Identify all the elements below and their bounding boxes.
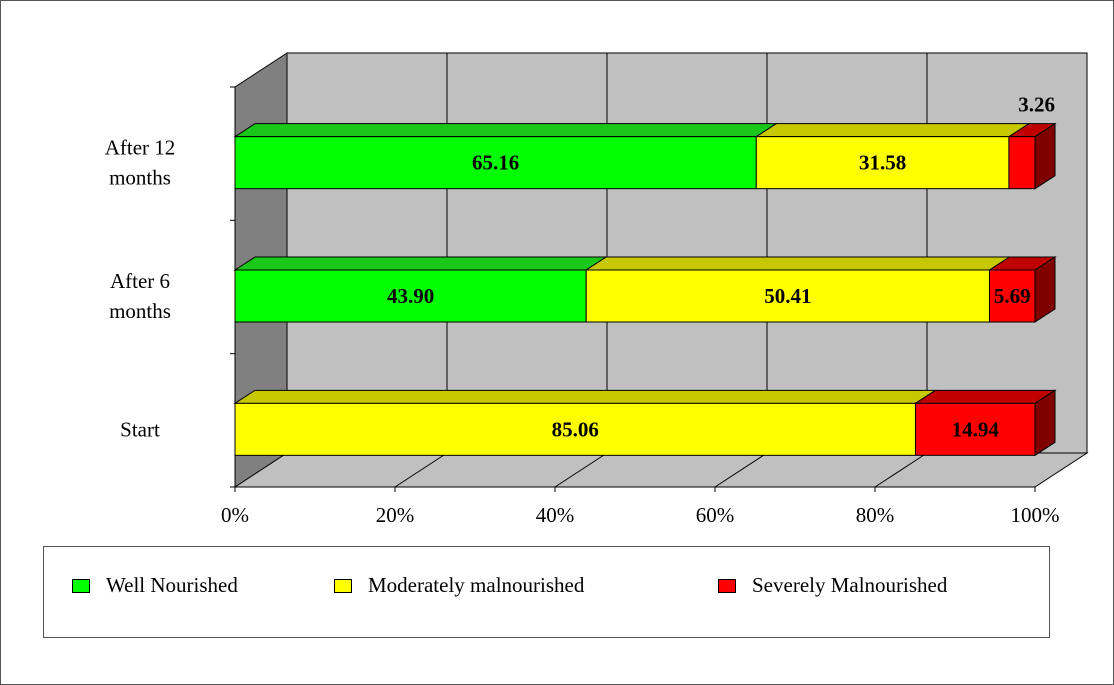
legend-label-well-nourished: Well Nourished (106, 573, 238, 597)
bar-segment (755, 136, 1010, 190)
gridline-floor (714, 452, 768, 488)
bar-top-face (754, 123, 1031, 138)
data-label: 50.41 (764, 284, 811, 308)
bar-top-face (233, 123, 778, 138)
bar-segment (234, 402, 916, 456)
data-label: 85.06 (552, 417, 599, 441)
legend-label-severely-malnourished: Severely Malnourished (752, 573, 948, 597)
bar-top-face (584, 256, 1012, 271)
data-label: 3.26 (1018, 93, 1055, 117)
bar-side-face (1034, 122, 1056, 190)
data-label: 31.58 (859, 151, 906, 175)
data-label: 5.69 (994, 284, 1031, 308)
bar-top-face (233, 389, 938, 404)
data-label: 14.94 (952, 417, 1000, 441)
bar-segment (988, 269, 1036, 323)
x-tick-label: 40% (536, 503, 575, 527)
bar-segment (914, 402, 1036, 456)
bar-top-face (233, 256, 608, 271)
bar-side-face (1034, 256, 1056, 323)
category-label: After 6 (110, 269, 170, 293)
gridline-floor (554, 452, 608, 488)
bar-segment (585, 269, 990, 323)
x-tick-label: 60% (696, 503, 735, 527)
gridline-floor (394, 452, 448, 488)
legend-swatch-well-nourished (72, 578, 90, 593)
x-tick-label: 20% (376, 503, 415, 527)
bar-segment (1008, 136, 1036, 190)
legend-swatch-moderately-malnourished (334, 578, 352, 593)
category-label: months (109, 166, 171, 190)
legend-swatch-severely-malnourished (718, 578, 736, 593)
category-label: After 12 (105, 136, 176, 160)
legend-label-moderately-malnourished: Moderately malnourished (368, 573, 585, 597)
bar-top-face (913, 389, 1057, 404)
category-label: months (109, 299, 171, 323)
category-label: Start (120, 417, 160, 441)
legend-item-well-nourished: Well Nourished (72, 573, 238, 598)
data-label: 43.90 (387, 284, 434, 308)
x-tick-label: 100% (1011, 503, 1060, 527)
bar-side-face (1034, 389, 1056, 457)
bar-segment (234, 136, 757, 190)
bar-segment (234, 269, 587, 323)
legend-item-moderately-malnourished: Moderately malnourished (334, 573, 584, 598)
legend: Well Nourished Moderately malnourished S… (43, 546, 1050, 638)
gridline-floor (874, 452, 928, 488)
legend-item-severely-malnourished: Severely Malnourished (718, 573, 947, 598)
x-tick-label: 0% (221, 503, 249, 527)
chart-floor (233, 452, 1089, 488)
data-label: 65.16 (472, 151, 519, 175)
x-tick-label: 80% (856, 503, 895, 527)
